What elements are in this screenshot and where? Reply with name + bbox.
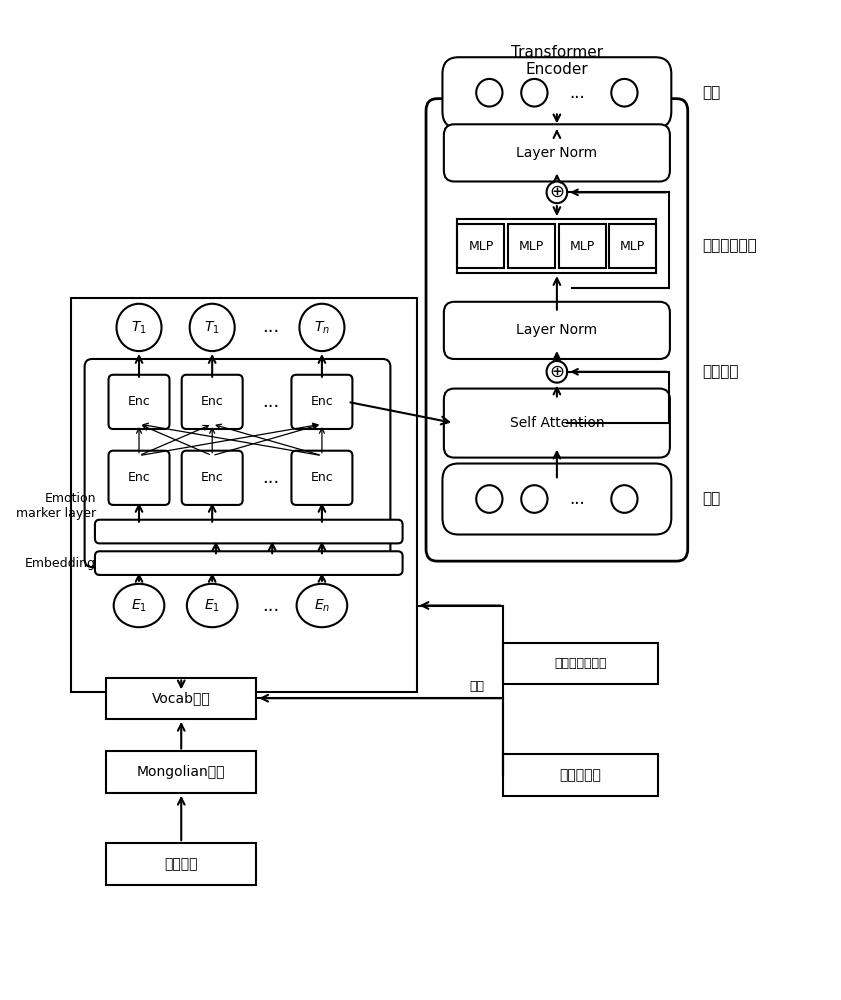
- Text: $E_1$: $E_1$: [131, 597, 147, 614]
- Circle shape: [117, 304, 161, 351]
- Circle shape: [547, 181, 567, 203]
- Bar: [106, 678, 257, 719]
- FancyBboxPatch shape: [292, 451, 352, 505]
- Text: 输入: 输入: [703, 492, 721, 507]
- Text: Layer Norm: Layer Norm: [516, 146, 597, 160]
- Text: 前馈神经网灶: 前馈神经网灶: [703, 239, 758, 254]
- FancyBboxPatch shape: [442, 57, 671, 128]
- Text: $T_1$: $T_1$: [131, 319, 147, 336]
- Text: Enc: Enc: [310, 395, 333, 408]
- Text: MLP: MLP: [620, 240, 646, 253]
- Ellipse shape: [297, 584, 347, 627]
- Circle shape: [547, 361, 567, 383]
- Text: MLP: MLP: [569, 240, 595, 253]
- Ellipse shape: [187, 584, 237, 627]
- Text: Self Attention: Self Attention: [510, 416, 604, 430]
- Bar: [503, 754, 658, 796]
- Text: Enc: Enc: [201, 395, 224, 408]
- Text: ...: ...: [569, 490, 585, 508]
- Text: 数据样本: 数据样本: [165, 857, 198, 871]
- Text: ...: ...: [262, 597, 279, 615]
- Bar: [508, 224, 555, 268]
- Bar: [558, 224, 606, 268]
- Bar: [503, 643, 658, 684]
- Text: Enc: Enc: [128, 395, 151, 408]
- Text: ⊕: ⊕: [549, 183, 564, 201]
- FancyBboxPatch shape: [95, 520, 403, 543]
- Text: Vocab字典: Vocab字典: [152, 691, 210, 705]
- Circle shape: [521, 79, 547, 107]
- FancyBboxPatch shape: [95, 551, 403, 575]
- Bar: [458, 224, 505, 268]
- Text: Enc: Enc: [128, 471, 151, 484]
- Bar: [106, 751, 257, 793]
- Text: Mongolian分词: Mongolian分词: [137, 765, 225, 779]
- FancyBboxPatch shape: [182, 451, 243, 505]
- Circle shape: [611, 79, 637, 107]
- FancyBboxPatch shape: [444, 302, 670, 359]
- Circle shape: [611, 485, 637, 513]
- Text: MLP: MLP: [468, 240, 494, 253]
- Circle shape: [476, 79, 502, 107]
- Text: Emotion
marker layer: Emotion marker layer: [16, 492, 96, 520]
- Circle shape: [476, 485, 502, 513]
- FancyBboxPatch shape: [108, 375, 170, 429]
- Text: ⊕: ⊕: [549, 363, 564, 381]
- Text: ...: ...: [262, 393, 279, 411]
- Text: $T_1$: $T_1$: [204, 319, 220, 336]
- Bar: [106, 843, 257, 885]
- FancyBboxPatch shape: [182, 375, 243, 429]
- Text: MLP: MLP: [519, 240, 544, 253]
- Text: Enc: Enc: [201, 471, 224, 484]
- Text: $E_1$: $E_1$: [204, 597, 220, 614]
- Text: $E_n$: $E_n$: [314, 597, 330, 614]
- Circle shape: [299, 304, 345, 351]
- Text: Embedding: Embedding: [25, 557, 96, 570]
- Bar: [71, 298, 416, 692]
- Ellipse shape: [114, 584, 164, 627]
- FancyBboxPatch shape: [108, 451, 170, 505]
- Text: Transformer
Encoder: Transformer Encoder: [510, 45, 603, 77]
- Circle shape: [190, 304, 235, 351]
- Text: 蒙古语文本词典: 蒙古语文本词典: [554, 657, 606, 670]
- FancyBboxPatch shape: [444, 124, 670, 181]
- Text: Layer Norm: Layer Norm: [516, 323, 597, 337]
- FancyBboxPatch shape: [85, 359, 390, 567]
- Text: ...: ...: [262, 469, 279, 487]
- FancyBboxPatch shape: [292, 375, 352, 429]
- FancyBboxPatch shape: [442, 464, 671, 535]
- Text: $T_n$: $T_n$: [314, 319, 330, 336]
- Text: Enc: Enc: [310, 471, 333, 484]
- FancyBboxPatch shape: [444, 389, 670, 458]
- Text: ...: ...: [569, 84, 585, 102]
- Text: 输出: 输出: [703, 85, 721, 100]
- Text: 修正: 修正: [469, 680, 484, 693]
- FancyBboxPatch shape: [426, 99, 688, 561]
- Text: 自注意力: 自注意力: [703, 364, 739, 379]
- Text: 表情符词典: 表情符词典: [559, 768, 601, 782]
- Circle shape: [521, 485, 547, 513]
- Bar: [610, 224, 656, 268]
- Text: ...: ...: [262, 318, 279, 336]
